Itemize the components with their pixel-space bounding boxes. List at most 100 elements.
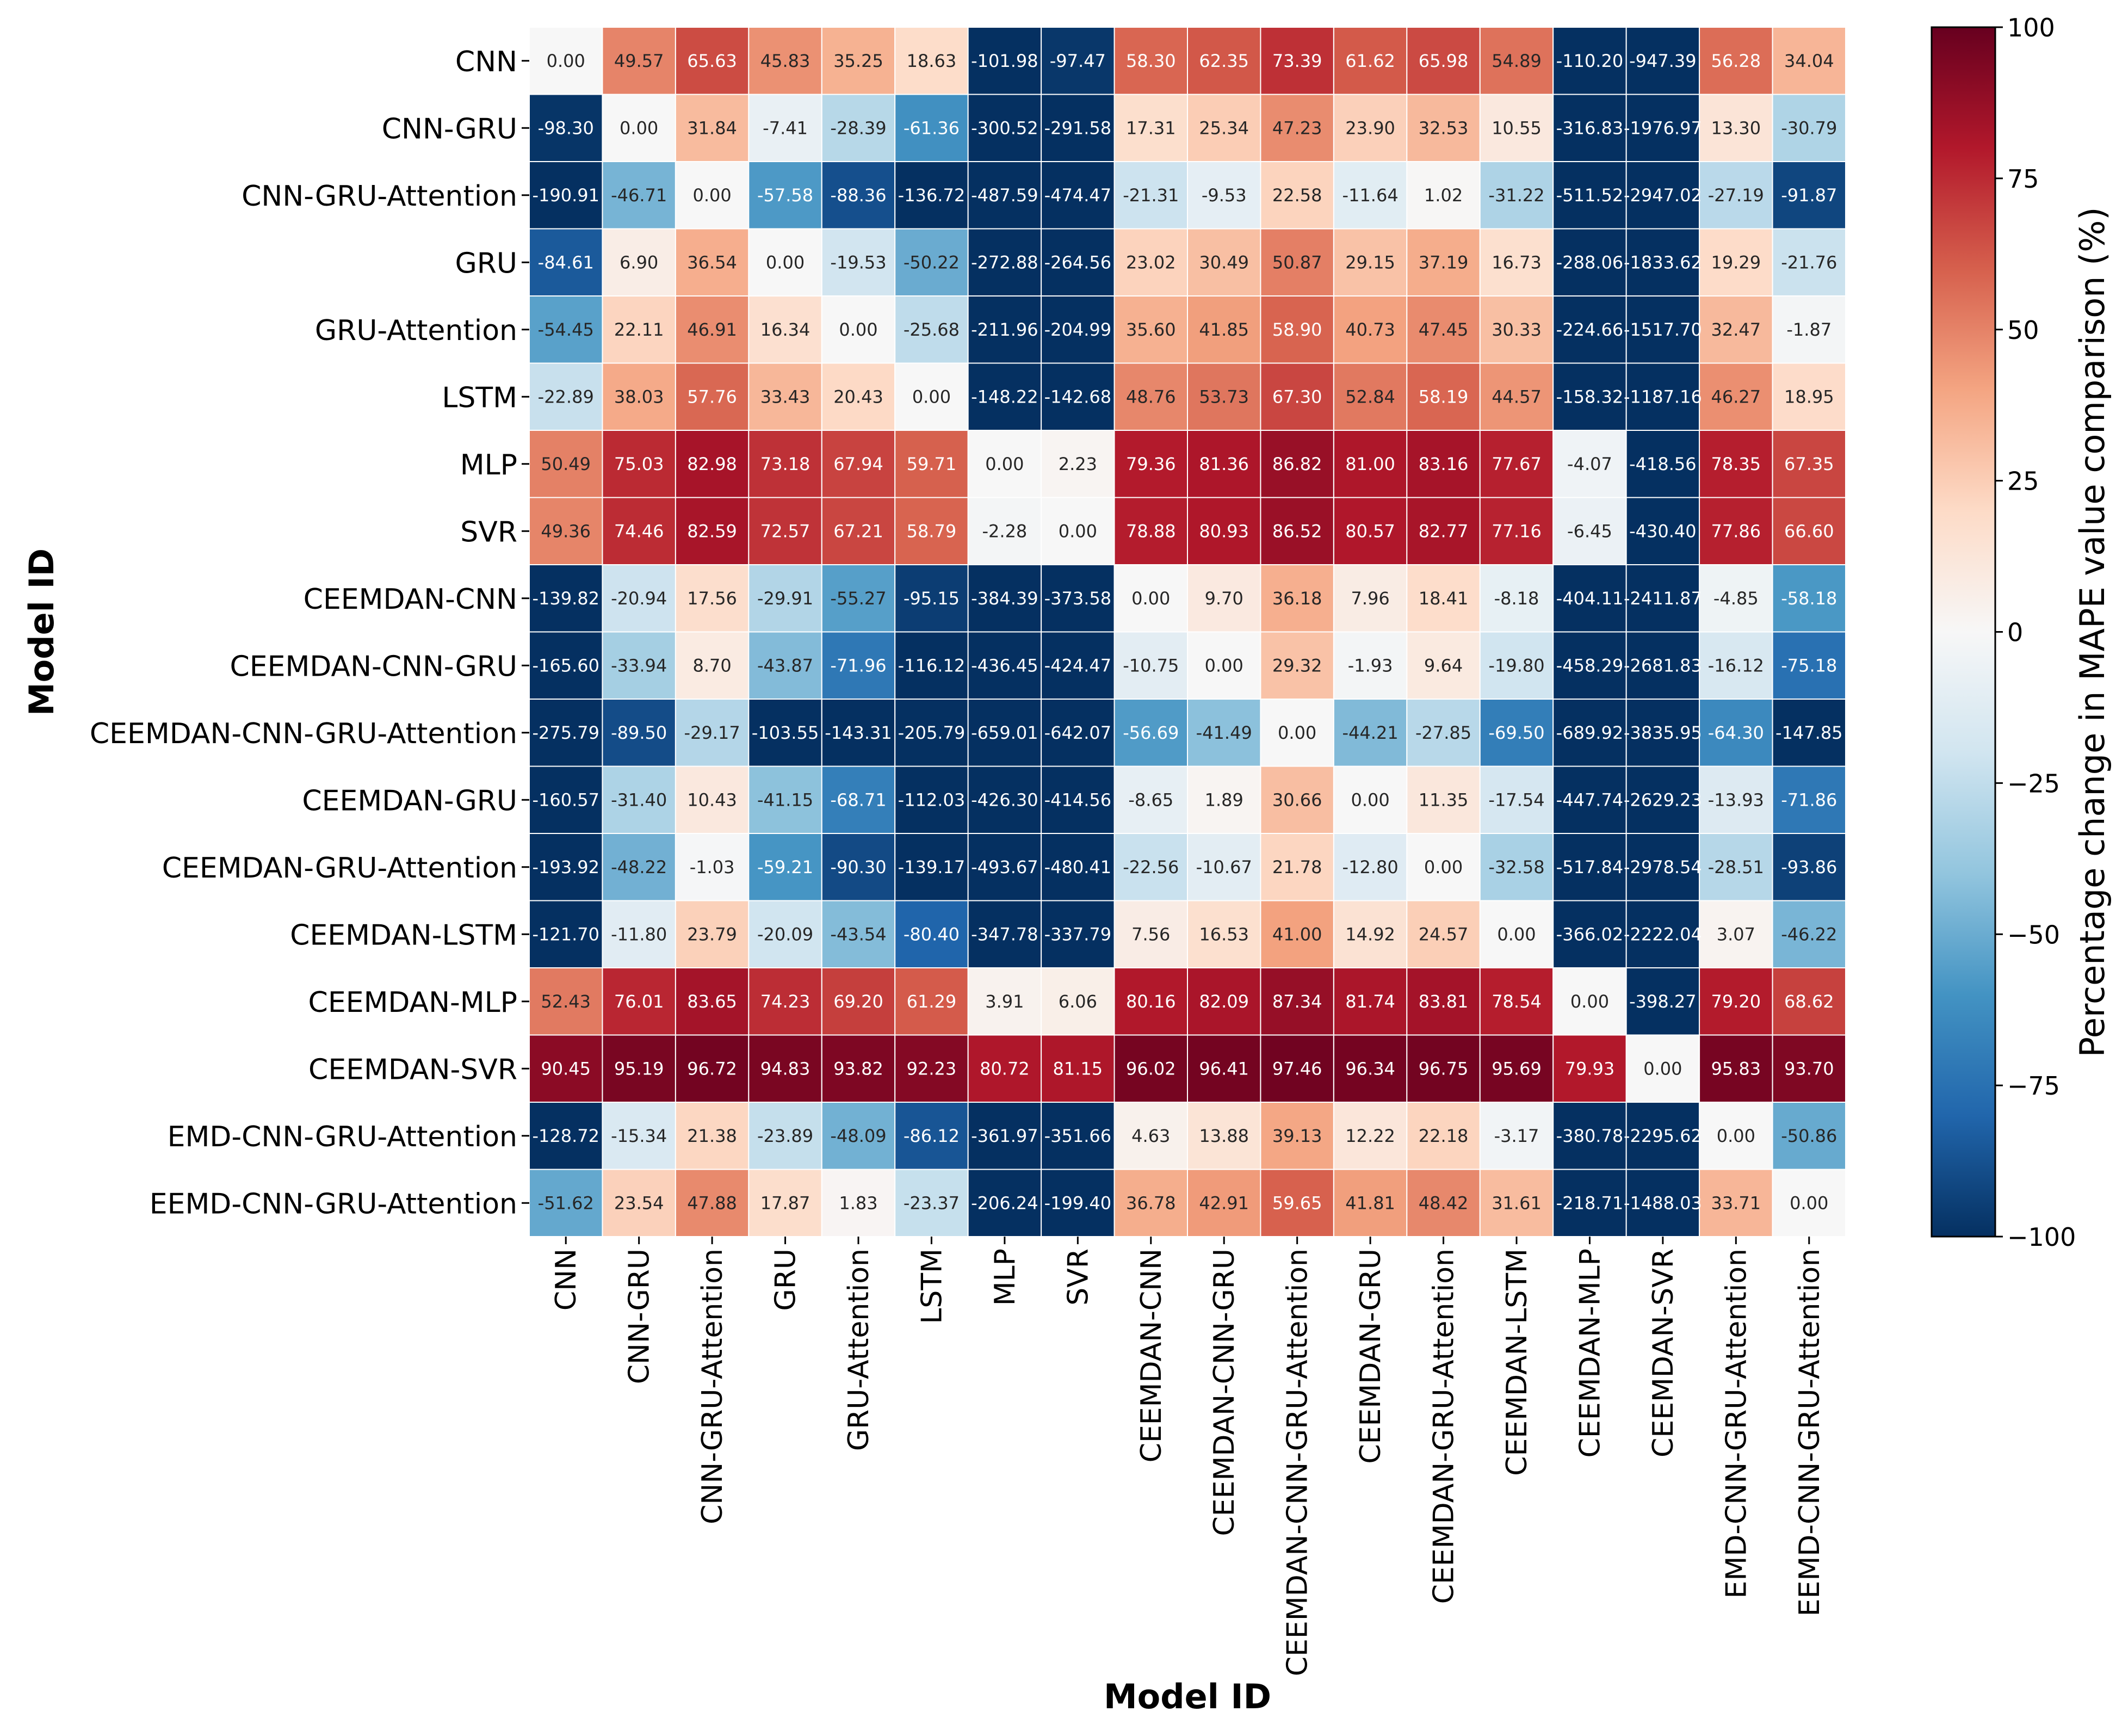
heatmap-cell xyxy=(821,362,896,431)
cell-value: -84.61 xyxy=(538,252,594,273)
heatmap-cell xyxy=(1699,1169,1773,1237)
cell-value: 87.34 xyxy=(1272,991,1322,1012)
cell-value: -91.87 xyxy=(1781,185,1837,206)
cell-value: 32.47 xyxy=(1711,319,1761,340)
column-label: CNN-GRU-Attention xyxy=(696,1249,729,1524)
heatmap-cell xyxy=(967,967,1042,1036)
heatmap-cell xyxy=(1552,1102,1627,1170)
heatmap-cell xyxy=(1333,1034,1408,1103)
heatmap-cell xyxy=(1479,228,1554,296)
cell-value: -97.47 xyxy=(1050,51,1106,71)
heatmap-cell xyxy=(894,967,969,1036)
heatmap-cell xyxy=(1260,1102,1334,1170)
cell-value: -447.74 xyxy=(1556,789,1624,810)
column-label: CNN xyxy=(550,1249,583,1311)
colorbar-tick-label: 0 xyxy=(2007,618,2023,647)
heatmap-cell xyxy=(1406,497,1481,565)
cell-value: 81.74 xyxy=(1345,991,1395,1012)
heatmap-cell xyxy=(1113,94,1189,162)
cell-value: 10.55 xyxy=(1492,118,1542,138)
cell-value: 50.87 xyxy=(1272,252,1322,273)
cell-value: 82.09 xyxy=(1199,991,1249,1012)
heatmap-cell xyxy=(1699,1102,1773,1170)
heatmap-cell xyxy=(1187,295,1261,364)
cell-value: -337.79 xyxy=(1044,924,1112,944)
heatmap-cell xyxy=(602,1034,676,1103)
cell-value: 22.11 xyxy=(614,319,664,340)
heatmap-cell xyxy=(529,497,603,565)
heatmap-cell xyxy=(1699,699,1773,767)
cell-value: 47.23 xyxy=(1272,118,1322,138)
cell-value: -158.32 xyxy=(1556,386,1624,407)
cell-value: -2681.83 xyxy=(1624,655,1702,676)
cell-value: 38.03 xyxy=(614,386,664,407)
heatmap-cell xyxy=(1552,228,1627,296)
column-label: EEMD-CNN-GRU-Attention xyxy=(1793,1249,1826,1616)
heatmap-cell xyxy=(602,228,676,296)
cell-value: -493.67 xyxy=(971,857,1038,878)
cell-value: -95.15 xyxy=(904,588,960,609)
cell-value: 33.43 xyxy=(760,386,810,407)
row-label: CEEMDAN-GRU xyxy=(302,784,517,817)
cell-value: -474.47 xyxy=(1044,185,1112,206)
cell-value: 0.00 xyxy=(620,118,658,138)
cell-value: -517.84 xyxy=(1556,857,1624,878)
heatmap-cell xyxy=(1187,228,1261,296)
cell-value: -1488.03 xyxy=(1624,1193,1702,1213)
cell-value: 48.76 xyxy=(1126,386,1176,407)
cell-value: 29.32 xyxy=(1272,655,1322,676)
cell-value: -193.92 xyxy=(532,857,599,878)
heatmap-cell xyxy=(1187,833,1261,901)
heatmap-cell xyxy=(1187,362,1261,431)
cell-value: 67.21 xyxy=(833,521,883,541)
heatmap-cell xyxy=(1699,900,1773,968)
cell-value: 48.42 xyxy=(1419,1193,1469,1213)
cell-value: 42.91 xyxy=(1199,1193,1249,1213)
cell-value: -25.68 xyxy=(904,319,960,340)
cell-value: 0.00 xyxy=(1790,1193,1828,1213)
cell-value: -8.65 xyxy=(1128,789,1173,810)
heatmap-cell xyxy=(1041,765,1115,834)
heatmap-cell xyxy=(1187,1169,1261,1237)
cell-value: 77.16 xyxy=(1492,521,1542,541)
cell-value: -29.17 xyxy=(684,722,740,743)
cell-value: 40.73 xyxy=(1345,319,1395,340)
heatmap-cell xyxy=(1625,430,1700,498)
heatmap-cell xyxy=(529,94,603,162)
cell-value: -199.40 xyxy=(1044,1193,1112,1213)
cell-value: 0.00 xyxy=(1643,1058,1682,1079)
cell-value: -2978.54 xyxy=(1624,857,1702,878)
cell-value: -43.54 xyxy=(830,924,886,944)
heatmap-cell xyxy=(529,564,603,633)
heatmap-cell xyxy=(675,967,750,1036)
cell-value: 83.16 xyxy=(1419,454,1469,474)
heatmap-cell xyxy=(529,1102,603,1170)
cell-value: -19.80 xyxy=(1488,655,1544,676)
heatmap-cell xyxy=(1772,564,1847,633)
heatmap-cell xyxy=(1113,362,1189,431)
cell-value: 7.56 xyxy=(1131,924,1170,944)
cell-value: 81.15 xyxy=(1053,1058,1103,1079)
heatmap-cell xyxy=(675,1102,750,1170)
heatmap-cell xyxy=(675,497,750,565)
heatmap-cell xyxy=(1406,765,1481,834)
heatmap-cell xyxy=(675,295,750,364)
cell-value: -426.30 xyxy=(971,789,1038,810)
heatmap-cell xyxy=(748,27,822,95)
heatmap-cell xyxy=(1260,1169,1334,1237)
heatmap-cell xyxy=(821,900,896,968)
heatmap-cell xyxy=(748,1169,822,1237)
cell-value: -351.66 xyxy=(1044,1126,1112,1146)
heatmap-cell xyxy=(1260,295,1334,364)
column-label: CEEMDAN-SVR xyxy=(1647,1249,1680,1457)
cell-value: -1833.62 xyxy=(1624,252,1702,273)
cell-value: -3835.95 xyxy=(1624,722,1702,743)
cell-value: 33.71 xyxy=(1711,1193,1761,1213)
heatmap-cell xyxy=(1333,362,1408,431)
cell-value: 0.00 xyxy=(1717,1126,1755,1146)
cell-value: -10.67 xyxy=(1196,857,1252,878)
heatmap-cell xyxy=(748,94,822,162)
heatmap-cell xyxy=(1187,631,1261,700)
heatmap-cell xyxy=(529,228,603,296)
